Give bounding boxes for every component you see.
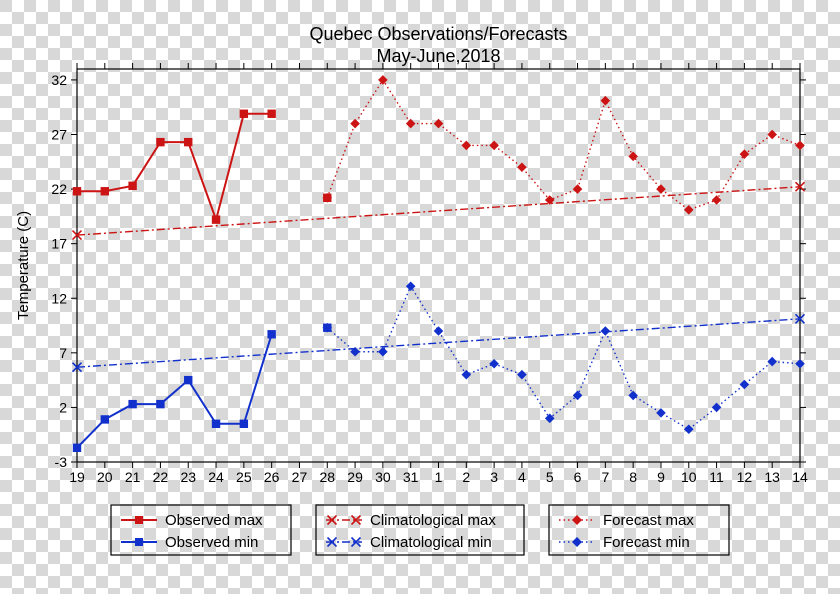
- observed-max-line-marker: [101, 187, 109, 195]
- observed-min-line-marker: [156, 400, 164, 408]
- observed-max-line-marker: [156, 138, 164, 146]
- observed-min-line-marker: [128, 400, 136, 408]
- observed-max-line-marker: [267, 110, 275, 118]
- y-tick-label: 7: [59, 345, 67, 361]
- observed-min-line-marker: [73, 444, 81, 452]
- legend-observed-max: Observed max: [165, 512, 263, 529]
- x-tick-label: 14: [792, 469, 808, 485]
- observed-min-isolated-marker: [323, 324, 331, 332]
- x-tick-label: 30: [375, 469, 391, 485]
- chart-title-line1: Quebec Observations/Forecasts: [309, 24, 567, 44]
- y-tick-label: 32: [51, 72, 67, 88]
- observed-max-isolated-marker: [323, 194, 331, 202]
- x-tick-label: 31: [403, 469, 419, 485]
- legend-observed-min: Observed min: [165, 534, 258, 551]
- temperature-chart: -327121722273219202122232425262728293031…: [0, 0, 840, 594]
- observed-min-line-marker: [184, 376, 192, 384]
- observed-min-line-marker: [212, 420, 220, 428]
- legend-clim-min: Climatological min: [370, 534, 492, 551]
- observed-min-line-marker: [267, 330, 275, 338]
- x-tick-label: 19: [69, 469, 85, 485]
- x-tick-label: 22: [153, 469, 169, 485]
- observed-max-line-marker: [184, 138, 192, 146]
- legend-clim-max: Climatological max: [370, 512, 496, 529]
- x-tick-label: 13: [764, 469, 780, 485]
- x-tick-label: 2: [462, 469, 470, 485]
- x-tick-label: 21: [125, 469, 141, 485]
- observed-max-line-marker: [128, 182, 136, 190]
- legend-forecast-min: Forecast min: [603, 534, 690, 551]
- observed-max-line-marker: [73, 187, 81, 195]
- y-axis-label: Temperature (C): [15, 211, 32, 320]
- x-tick-label: 23: [180, 469, 196, 485]
- x-tick-label: 29: [347, 469, 363, 485]
- x-tick-label: 28: [319, 469, 335, 485]
- x-tick-label: 6: [574, 469, 582, 485]
- x-tick-label: 10: [681, 469, 697, 485]
- x-tick-label: 3: [490, 469, 498, 485]
- x-tick-label: 26: [264, 469, 280, 485]
- x-tick-label: 5: [546, 469, 554, 485]
- x-tick-label: 27: [292, 469, 308, 485]
- x-tick-label: 8: [629, 469, 637, 485]
- y-tick-label: -3: [55, 454, 68, 470]
- x-tick-label: 4: [518, 469, 526, 485]
- x-tick-label: 20: [97, 469, 113, 485]
- x-tick-label: 24: [208, 469, 224, 485]
- observed-min-line-marker: [240, 420, 248, 428]
- x-tick-label: 9: [657, 469, 665, 485]
- y-tick-label: 12: [51, 290, 67, 306]
- x-tick-label: 12: [737, 469, 753, 485]
- y-tick-label: 2: [59, 399, 67, 415]
- x-tick-label: 7: [601, 469, 609, 485]
- legend-forecast-max: Forecast max: [603, 512, 694, 529]
- y-tick-label: 17: [51, 236, 67, 252]
- chart-title-line2: May-June,2018: [376, 46, 500, 66]
- x-tick-label: 25: [236, 469, 252, 485]
- observed-max-line-marker: [212, 215, 220, 223]
- x-tick-label: 1: [435, 469, 443, 485]
- observed-max-line-marker: [240, 110, 248, 118]
- x-tick-label: 11: [709, 469, 724, 485]
- observed-min-line-marker: [101, 415, 109, 423]
- y-tick-label: 22: [51, 181, 67, 197]
- y-tick-label: 27: [51, 127, 67, 143]
